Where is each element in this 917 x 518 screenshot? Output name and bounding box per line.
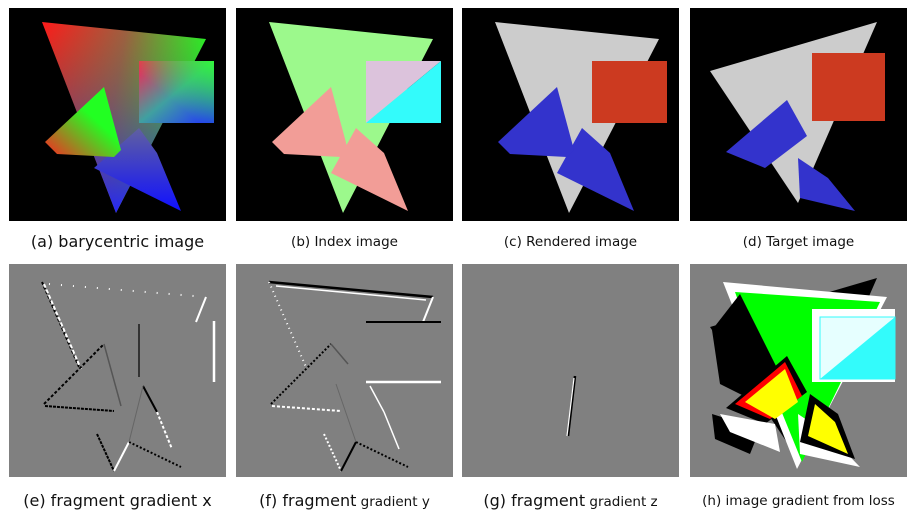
- caption-c: (c) Rendered image: [503, 234, 638, 250]
- panel-target-image: [690, 8, 907, 221]
- fragment-gradient-z: [462, 264, 679, 477]
- panel-index-image: [236, 8, 453, 221]
- index-image: [236, 8, 453, 221]
- caption-g: (g) fragment gradient z: [462, 491, 679, 510]
- panel-fragment-gradient-z: [462, 264, 679, 477]
- panel-fragment-gradient-x: [9, 264, 226, 477]
- caption-h: (h) image gradient from loss: [702, 493, 895, 509]
- caption-g-part1: (g) fragment: [483, 491, 586, 510]
- caption-a: (a) barycentric image: [30, 232, 205, 251]
- fragment-gradient-y: [236, 264, 453, 477]
- fragment-gradient-x: [9, 264, 226, 477]
- image-gradient-from-loss: [690, 264, 907, 477]
- target-image: [690, 8, 907, 221]
- caption-f-part1: (f) fragment: [259, 491, 357, 510]
- caption-e: (e) fragment gradient x: [23, 491, 212, 510]
- barycentric-image: [9, 8, 226, 221]
- rendered-image: [462, 8, 679, 221]
- panel-image-gradient-from-loss: [690, 264, 907, 477]
- caption-b: (b) Index image: [291, 234, 398, 250]
- caption-f-part2: gradient y: [356, 494, 430, 510]
- panel-barycentric-image: [9, 8, 226, 221]
- caption-g-part2: gradient z: [585, 494, 658, 510]
- caption-d: (d) Target image: [742, 234, 855, 250]
- panel-fragment-gradient-y: [236, 264, 453, 477]
- panel-rendered-image: [462, 8, 679, 221]
- caption-f: (f) fragment gradient y: [236, 491, 453, 510]
